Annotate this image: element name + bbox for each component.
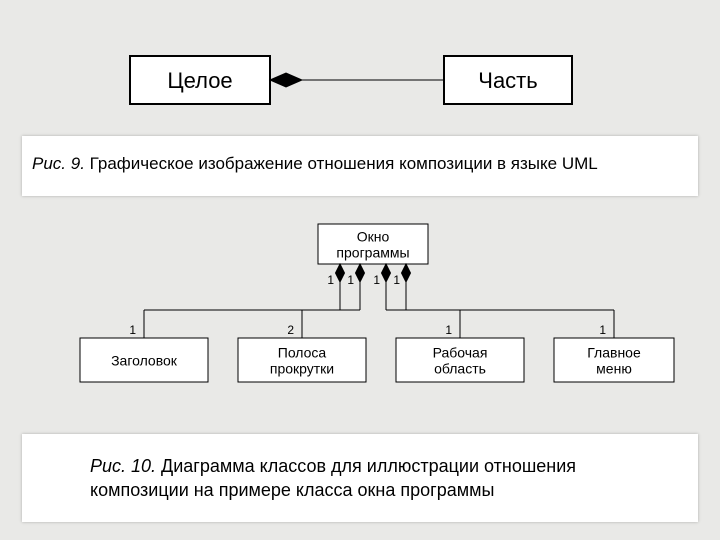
fig9-caption: Рис. 9. Графическое изображение отношени…: [32, 154, 598, 174]
svg-text:1: 1: [373, 273, 380, 287]
fig10-caption-prefix: Рис. 10.: [90, 456, 156, 476]
fig9-whole-label: Целое: [167, 68, 232, 93]
svg-text:программы: программы: [336, 245, 409, 261]
svg-text:Главное: Главное: [587, 345, 641, 361]
svg-text:2: 2: [287, 323, 294, 337]
svg-text:1: 1: [445, 323, 452, 337]
svg-text:Полоса: Полоса: [278, 345, 327, 361]
fig10-caption-line1: Диаграмма классов для иллюстрации отноше…: [156, 456, 576, 476]
svg-text:Рабочая: Рабочая: [433, 345, 488, 361]
svg-text:прокрутки: прокрутки: [270, 361, 334, 377]
svg-text:1: 1: [599, 323, 606, 337]
fig10-caption-line2: композиции на примере класса окна програ…: [90, 480, 494, 500]
svg-text:Окно: Окно: [357, 229, 390, 245]
fig10-diagram: Окнопрограммы11Заголовок12Полосапрокрутк…: [60, 220, 680, 420]
fig10-caption: Рис. 10. Диаграмма классов для иллюстрац…: [90, 454, 576, 503]
svg-text:область: область: [434, 361, 486, 377]
svg-text:Заголовок: Заголовок: [111, 353, 178, 369]
fig9-caption-text: Графическое изображение отношения композ…: [85, 154, 598, 173]
fig9-part-label: Часть: [478, 68, 537, 93]
svg-text:1: 1: [347, 273, 354, 287]
svg-text:1: 1: [393, 273, 400, 287]
svg-text:меню: меню: [596, 361, 632, 377]
svg-text:1: 1: [129, 323, 136, 337]
fig9-caption-prefix: Рис. 9.: [32, 154, 85, 173]
fig9-diagram: Целое Часть: [92, 42, 612, 122]
svg-text:1: 1: [327, 273, 334, 287]
